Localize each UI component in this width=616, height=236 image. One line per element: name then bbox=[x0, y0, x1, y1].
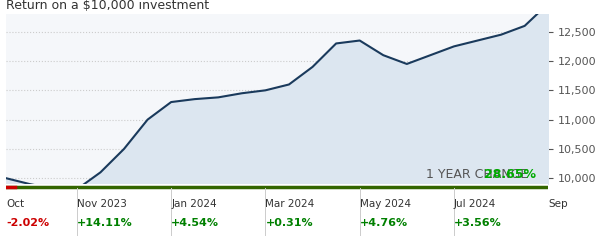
Text: 28.65%: 28.65% bbox=[484, 168, 537, 181]
Text: +14.11%: +14.11% bbox=[77, 218, 132, 228]
Text: Oct: Oct bbox=[6, 199, 24, 209]
Text: Sep: Sep bbox=[548, 199, 568, 209]
Text: Jan 2024: Jan 2024 bbox=[171, 199, 217, 209]
Text: Nov 2023: Nov 2023 bbox=[77, 199, 127, 209]
Text: Jul 2024: Jul 2024 bbox=[454, 199, 496, 209]
Text: May 2024: May 2024 bbox=[360, 199, 411, 209]
Text: Return on a $10,000 investment: Return on a $10,000 investment bbox=[6, 0, 209, 12]
Text: +0.31%: +0.31% bbox=[265, 218, 313, 228]
Text: +4.54%: +4.54% bbox=[171, 218, 219, 228]
Text: 1 YEAR CHANGE: 1 YEAR CHANGE bbox=[426, 168, 537, 181]
Text: Mar 2024: Mar 2024 bbox=[265, 199, 315, 209]
Text: -2.02%: -2.02% bbox=[6, 218, 49, 228]
Text: +4.76%: +4.76% bbox=[360, 218, 408, 228]
Text: +3.56%: +3.56% bbox=[454, 218, 501, 228]
Text: $12,980: $12,980 bbox=[0, 235, 1, 236]
